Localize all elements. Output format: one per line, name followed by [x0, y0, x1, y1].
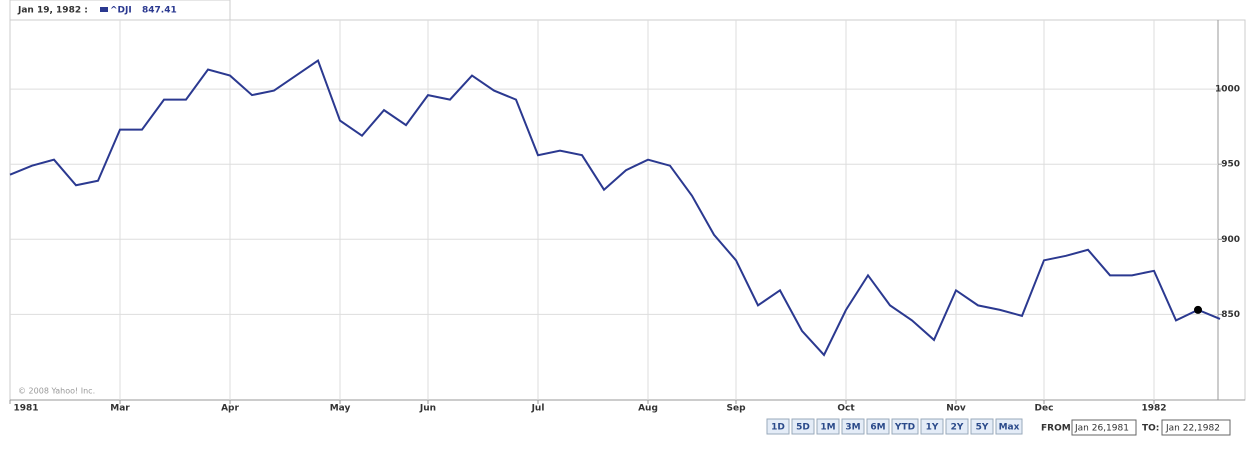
range-button[interactable] [766, 418, 790, 435]
range-button-label: 5D [796, 423, 810, 433]
legend-swatch [100, 7, 108, 12]
range-button[interactable] [791, 418, 815, 435]
range-button[interactable] [841, 418, 865, 435]
range-button-label: 5Y [976, 423, 989, 433]
range-button-label: YTD [894, 423, 915, 433]
range-button-label: 1Y [926, 423, 939, 433]
hover-date: Jan 19, 1982 : [17, 6, 88, 16]
range-button-label: 1D [771, 423, 785, 433]
y-tick-label: 950 [1221, 160, 1240, 170]
x-tick-label: Jul [531, 404, 545, 414]
x-tick-label: 1982 [1141, 404, 1166, 414]
y-tick-label: 850 [1221, 310, 1240, 320]
x-tick-label: Mar [110, 404, 130, 414]
x-tick-label: Oct [837, 404, 855, 414]
legend-name: ^DJI [110, 6, 132, 16]
x-tick-label: Aug [638, 404, 658, 414]
copyright: © 2008 Yahoo! Inc. [18, 387, 95, 396]
to-label: TO: [1142, 424, 1159, 434]
range-button[interactable] [920, 418, 944, 435]
from-label: FROM: [1041, 424, 1074, 434]
x-tick-label: 1981 [13, 404, 38, 414]
range-button[interactable] [970, 418, 994, 435]
price-line [9, 59, 1221, 357]
range-button[interactable] [945, 418, 969, 435]
range-button[interactable] [995, 418, 1023, 435]
y-tick-label: 900 [1221, 235, 1240, 245]
y-tick-label: 1000 [1215, 85, 1240, 95]
to-input[interactable] [1161, 419, 1231, 436]
hover-value: 847.41 [142, 6, 177, 16]
to-value: Jan 22,1982 [1165, 424, 1220, 434]
range-button[interactable] [866, 418, 890, 435]
x-tick-label: May [330, 404, 351, 414]
x-tick-label: Jun [419, 404, 436, 414]
from-value: Jan 26,1981 [1074, 424, 1129, 434]
range-button-label: 3M [845, 423, 860, 433]
range-button-label: 6M [870, 423, 885, 433]
from-input[interactable] [1071, 419, 1137, 436]
hover-dot [1194, 305, 1202, 314]
range-button-label: Max [999, 423, 1020, 433]
range-button-label: 2Y [951, 423, 964, 433]
x-tick-label: Apr [221, 404, 239, 414]
x-tick-label: Nov [946, 404, 966, 414]
x-tick-label: Dec [1035, 404, 1054, 414]
x-tick-label: Sep [726, 404, 746, 414]
range-button[interactable] [891, 418, 919, 435]
range-button[interactable] [816, 418, 840, 435]
range-button-label: 1M [820, 423, 835, 433]
